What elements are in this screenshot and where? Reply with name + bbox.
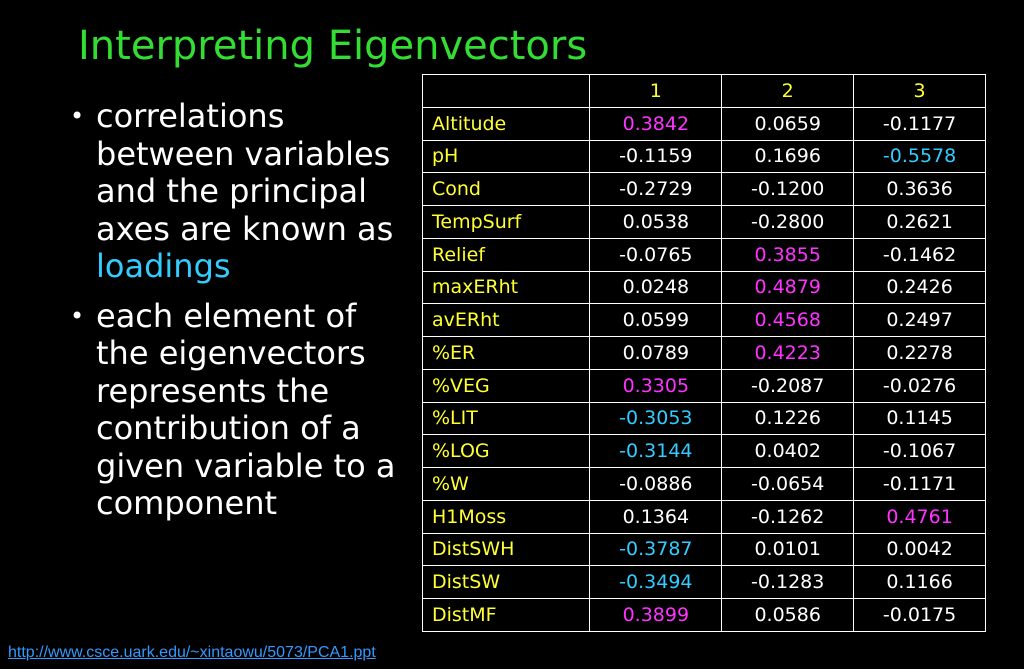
loading-value-cell: 0.4761 — [853, 499, 986, 534]
loading-value-cell: 0.3636 — [853, 172, 986, 206]
table-row: %LIT -0.3053 0.1226 0.1145 — [421, 401, 986, 436]
variable-name-cell: pH — [421, 139, 591, 174]
variable-name-cell: maxERht — [421, 270, 591, 305]
variable-name-cell: TempSurf — [421, 205, 591, 239]
table-row: H1Moss 0.1364 -0.1262 0.4761 — [421, 499, 986, 534]
table-row: DistMF 0.3899 0.0586 -0.0175 — [421, 598, 986, 632]
table-row: avERht 0.0599 0.4568 0.2497 — [421, 303, 986, 337]
column-header-1: 1 — [589, 74, 723, 108]
loading-value-cell: -0.2087 — [721, 368, 855, 403]
loading-value-cell: 0.1696 — [721, 139, 855, 174]
variable-name-cell: DistSWH — [421, 532, 591, 567]
loading-value-cell: 0.2426 — [853, 270, 986, 305]
loading-value-cell: 0.0789 — [589, 336, 723, 370]
variable-name-cell: H1Moss — [421, 499, 591, 534]
loading-value-cell: -0.0765 — [589, 237, 723, 272]
table-row: TempSurf 0.0538 -0.2800 0.2621 — [421, 205, 986, 239]
loading-value-cell: -0.0175 — [853, 598, 986, 632]
loading-value-cell: -0.1462 — [853, 237, 986, 272]
loading-value-cell: 0.1364 — [589, 499, 723, 534]
table-row: %LOG -0.3144 0.0402 -0.1067 — [421, 434, 986, 468]
loading-value-cell: 0.3305 — [589, 368, 723, 403]
loading-value-cell: 0.0248 — [589, 270, 723, 305]
loading-value-cell: 0.3899 — [589, 598, 723, 632]
table-row: maxERht 0.0248 0.4879 0.2426 — [421, 270, 986, 305]
bullet-item: each element of the eigenvectors represe… — [70, 296, 410, 523]
loading-value-cell: -0.3787 — [589, 532, 723, 567]
loading-value-cell: 0.4223 — [721, 336, 855, 370]
loading-value-cell: 0.2278 — [853, 336, 986, 370]
loading-value-cell: 0.1166 — [853, 565, 986, 599]
table-corner-cell — [421, 74, 591, 108]
table-row: Altitude 0.3842 0.0659 -0.1177 — [421, 106, 986, 141]
bullet-text: each element of the eigenvectors represe… — [96, 296, 396, 522]
loading-value-cell: -0.1067 — [853, 434, 986, 468]
loading-value-cell: 0.1226 — [721, 401, 855, 436]
loading-value-cell: -0.5578 — [853, 139, 986, 174]
variable-name-cell: %ER — [421, 336, 591, 370]
variable-name-cell: %LIT — [421, 401, 591, 436]
source-link[interactable]: http://www.csce.uark.edu/~xintaowu/5073/… — [8, 644, 376, 661]
table-row: %W -0.0886 -0.0654 -0.1171 — [421, 467, 986, 501]
loading-value-cell: 0.3842 — [589, 106, 723, 141]
loading-value-cell: -0.0654 — [721, 467, 855, 501]
loading-value-cell: -0.1159 — [589, 139, 723, 174]
bullet-list: correlations between variables and the p… — [70, 97, 410, 535]
loading-value-cell: -0.1200 — [721, 172, 855, 206]
loading-value-cell: 0.3855 — [721, 237, 855, 272]
loading-value-cell: -0.1171 — [853, 467, 986, 501]
loading-value-cell: 0.0402 — [721, 434, 855, 468]
loading-value-cell: 0.4879 — [721, 270, 855, 305]
table-row: %VEG 0.3305 -0.2087 -0.0276 — [421, 368, 986, 403]
variable-name-cell: avERht — [421, 303, 591, 337]
bullet-item: correlations between variables and the p… — [70, 97, 410, 286]
variable-name-cell: Relief — [421, 237, 591, 272]
loading-value-cell: 0.0659 — [721, 106, 855, 141]
loading-value-cell: -0.1283 — [721, 565, 855, 599]
loading-value-cell: 0.0538 — [589, 205, 723, 239]
loading-value-cell: -0.1262 — [721, 499, 855, 534]
table-row: Relief -0.0765 0.3855 -0.1462 — [421, 237, 986, 272]
loading-value-cell: -0.0886 — [589, 467, 723, 501]
loading-value-cell: 0.0599 — [589, 303, 723, 337]
loading-value-cell: 0.2621 — [853, 205, 986, 239]
eigenvector-table: 1 2 3 Altitude 0.3842 0.0659 -0.1177 pH -0.1159 0… — [421, 74, 986, 632]
table-row: pH -0.1159 0.1696 -0.5578 — [421, 139, 986, 174]
table-row: DistSWH -0.3787 0.0101 0.0042 — [421, 532, 986, 567]
bullet-highlight-term: loadings — [96, 247, 231, 285]
slide-title: Interpreting Eigenvectors — [78, 23, 588, 69]
loading-value-cell: 0.0586 — [721, 598, 855, 632]
table-row: DistSW -0.3494 -0.1283 0.1166 — [421, 565, 986, 599]
loading-value-cell: -0.2800 — [721, 205, 855, 239]
loading-value-cell: -0.3144 — [589, 434, 723, 468]
loading-value-cell: 0.1145 — [853, 401, 986, 436]
variable-name-cell: DistSW — [421, 565, 591, 599]
bullet-text: correlations between variables and the p… — [96, 97, 394, 248]
column-header-3: 3 — [853, 74, 986, 108]
loading-value-cell: -0.2729 — [589, 172, 723, 206]
variable-name-cell: Cond — [421, 172, 591, 206]
variable-name-cell: DistMF — [421, 598, 591, 632]
variable-name-cell: Altitude — [421, 106, 591, 141]
table-row: Cond -0.2729 -0.1200 0.3636 — [421, 172, 986, 206]
loading-value-cell: 0.0101 — [721, 532, 855, 567]
variable-name-cell: %W — [421, 467, 591, 501]
loading-value-cell: 0.2497 — [853, 303, 986, 337]
loading-value-cell: -0.3494 — [589, 565, 723, 599]
table-row: %ER 0.0789 0.4223 0.2278 — [421, 336, 986, 370]
loading-value-cell: 0.0042 — [853, 532, 986, 567]
variable-name-cell: %LOG — [421, 434, 591, 468]
loading-value-cell: -0.0276 — [853, 368, 986, 403]
column-header-2: 2 — [721, 74, 855, 108]
loading-value-cell: -0.1177 — [853, 106, 986, 141]
variable-name-cell: %VEG — [421, 368, 591, 403]
loading-value-cell: -0.3053 — [589, 401, 723, 436]
loading-value-cell: 0.4568 — [721, 303, 855, 337]
